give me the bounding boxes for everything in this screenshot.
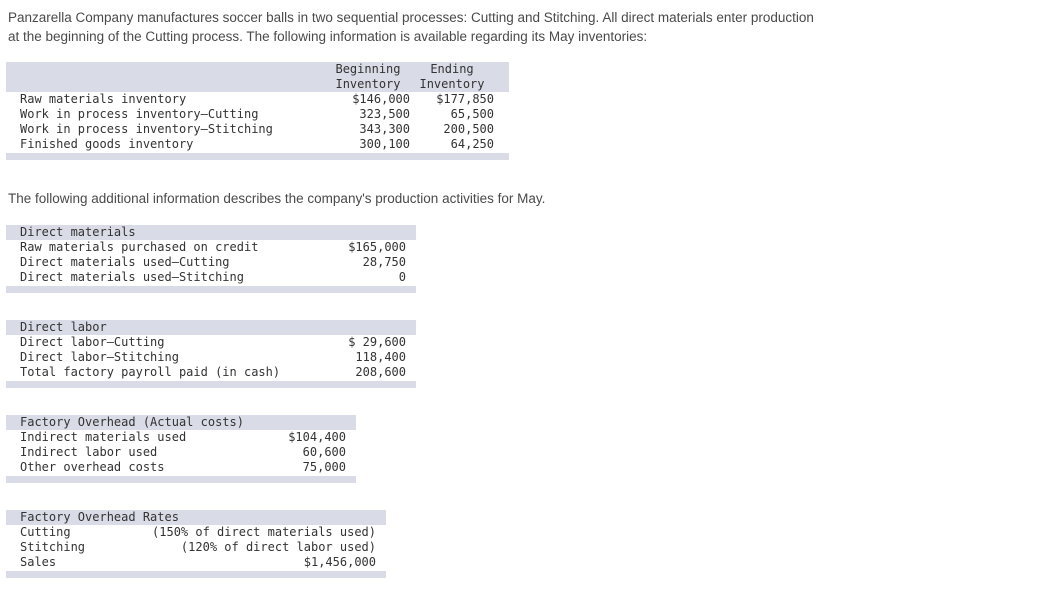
table-row: Finished goods inventory 300,100 64,250: [6, 137, 509, 152]
ending-value: 64,250: [450, 137, 494, 151]
row-value: (120% of direct labor used): [180, 540, 376, 554]
row-label: Cutting: [20, 525, 71, 539]
row-label: Direct materials used—Stitching: [20, 270, 244, 284]
table-row: Indirect labor used 60,600: [6, 445, 356, 460]
table-row: Cutting (150% of direct materials used): [6, 525, 386, 540]
table-row: Work in process inventory—Cutting 323,50…: [6, 107, 509, 122]
row-label: Direct materials used—Cutting: [20, 255, 230, 269]
problem-page: Panzarella Company manufactures soccer b…: [6, 8, 1048, 578]
table-row: Sales $1,456,000: [6, 555, 386, 570]
header-spacer: [6, 62, 326, 92]
beginning-value: 323,500: [359, 107, 410, 121]
row-label: Raw materials inventory: [20, 92, 187, 106]
table-row: Direct labor—Stitching 118,400: [6, 350, 416, 365]
intro-line-2: at the beginning of the Cutting process.…: [8, 29, 648, 44]
row-label: Total factory payroll paid (in cash): [20, 365, 281, 379]
row-label: Work in process inventory—Stitching: [20, 122, 273, 136]
row-value: 28,750: [362, 255, 406, 269]
row-label: Sales: [20, 555, 57, 569]
row-label: Raw materials purchased on credit: [20, 240, 259, 254]
row-value: 75,000: [302, 460, 346, 474]
beginning-inventory-header: Beginning Inventory: [326, 62, 410, 92]
row-value: $104,400: [288, 430, 346, 444]
row-label: Direct labor—Stitching: [20, 350, 179, 364]
table-title: Factory Overhead Rates: [6, 510, 386, 525]
inventories-table: Beginning Inventory Ending Inventory Raw…: [6, 62, 509, 160]
table-footer-bar: [6, 286, 416, 293]
table-footer-bar: [6, 381, 416, 388]
row-label: Indirect materials used: [20, 430, 187, 444]
ending-value: 200,500: [443, 122, 494, 136]
ending-value: 65,500: [450, 107, 494, 121]
direct-materials-table: Direct materials Raw materials purchased…: [6, 225, 416, 293]
row-value: $ 29,600: [348, 335, 406, 349]
activities-paragraph: The following additional information des…: [8, 189, 1048, 208]
direct-labor-table: Direct labor Direct labor—Cutting $ 29,6…: [6, 320, 416, 388]
table-row: Other overhead costs 75,000: [6, 460, 356, 475]
row-value: (150% of direct materials used): [152, 525, 376, 539]
intro-paragraph: Panzarella Company manufactures soccer b…: [8, 8, 1048, 46]
table-title: Direct materials: [6, 225, 416, 240]
beginning-value: 300,100: [359, 137, 410, 151]
table-title: Factory Overhead (Actual costs): [6, 415, 356, 430]
table-row: Direct labor—Cutting $ 29,600: [6, 335, 416, 350]
ending-value: $177,850: [436, 92, 494, 106]
factory-overhead-actual-table: Factory Overhead (Actual costs) Indirect…: [6, 415, 356, 483]
table-title: Direct labor: [6, 320, 416, 335]
ending-inventory-header: Ending Inventory: [410, 62, 494, 92]
row-value: $165,000: [348, 240, 406, 254]
beginning-value: 343,300: [359, 122, 410, 136]
row-value: 208,600: [355, 365, 406, 379]
table-row: Stitching (120% of direct labor used): [6, 540, 386, 555]
table-row: Work in process inventory—Stitching 343,…: [6, 122, 509, 137]
row-value: 0: [398, 270, 406, 284]
table-footer-bar: [6, 571, 386, 578]
table-footer-bar: [6, 153, 509, 160]
row-value: $1,456,000: [303, 555, 376, 569]
activities-line: The following additional information des…: [8, 191, 546, 206]
intro-line-1: Panzarella Company manufactures soccer b…: [8, 10, 814, 25]
header-line: Beginning: [335, 62, 401, 76]
table-row: Raw materials purchased on credit $165,0…: [6, 240, 416, 255]
header-line: Inventory: [419, 77, 485, 91]
row-label: Work in process inventory—Cutting: [20, 107, 259, 121]
row-label: Stitching: [20, 540, 86, 554]
table-row: Raw materials inventory $146,000 $177,85…: [6, 92, 509, 107]
row-label: Indirect labor used: [20, 445, 158, 459]
row-value: 60,600: [302, 445, 346, 459]
table-footer-bar: [6, 476, 356, 483]
factory-overhead-rates-table: Factory Overhead Rates Cutting (150% of …: [6, 510, 386, 578]
table-row: Direct materials used—Cutting 28,750: [6, 255, 416, 270]
row-label: Finished goods inventory: [20, 137, 194, 151]
row-label: Direct labor—Cutting: [20, 335, 165, 349]
header-line: Ending: [430, 62, 474, 76]
row-label: Other overhead costs: [20, 460, 165, 474]
row-value: 118,400: [355, 350, 406, 364]
table-row: Direct materials used—Stitching 0: [6, 270, 416, 285]
table-row: Indirect materials used $104,400: [6, 430, 356, 445]
table-row: Total factory payroll paid (in cash) 208…: [6, 365, 416, 380]
inventories-table-header: Beginning Inventory Ending Inventory: [6, 62, 509, 92]
beginning-value: $146,000: [352, 92, 410, 106]
header-line: Inventory: [335, 77, 401, 91]
